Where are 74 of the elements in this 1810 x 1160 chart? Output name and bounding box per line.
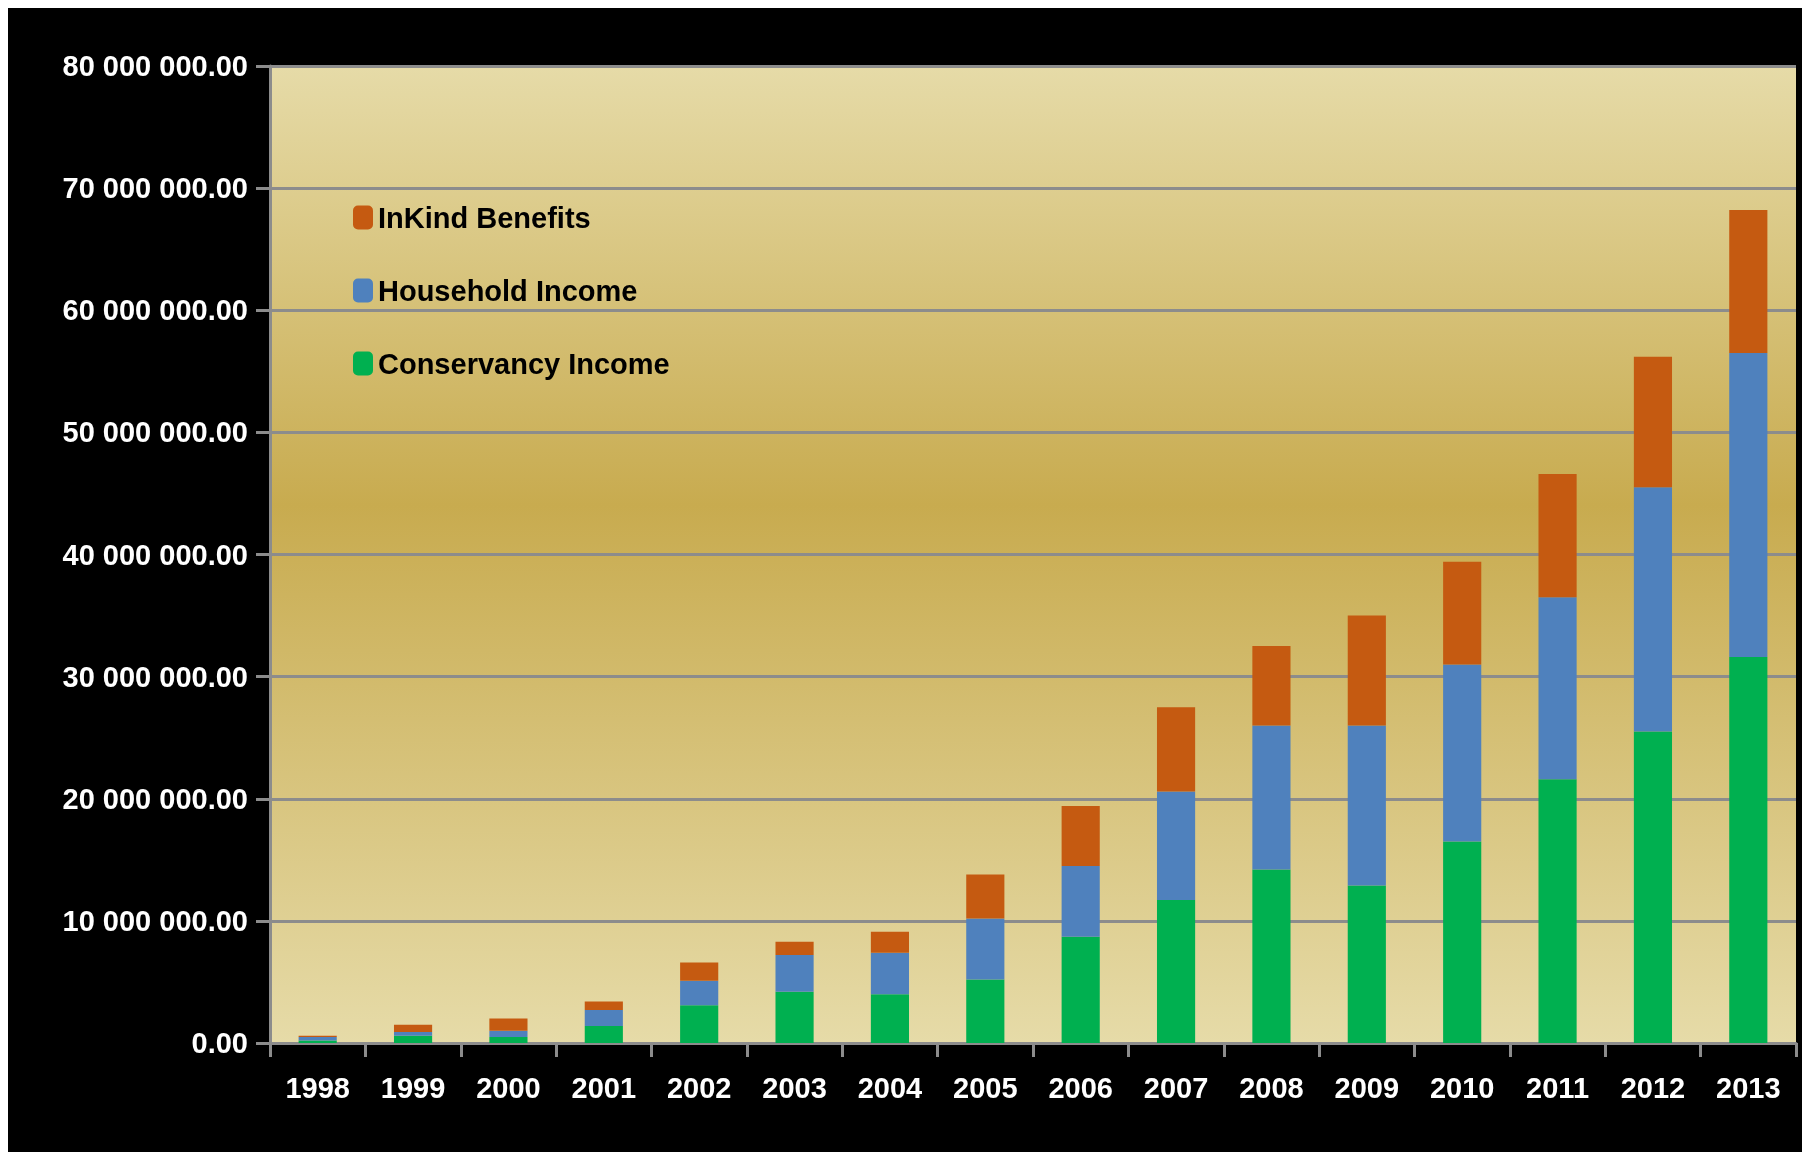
x-tick-label: 2003 [762, 1071, 827, 1104]
bar [1443, 561, 1482, 665]
x-tick-label: 2004 [857, 1071, 923, 1104]
bar [584, 1010, 623, 1026]
bar [1633, 731, 1673, 1043]
bar [1538, 473, 1577, 598]
bar [1061, 806, 1100, 866]
bar [680, 1005, 719, 1043]
bar [489, 1030, 528, 1037]
x-tick-label: 1998 [285, 1071, 350, 1104]
y-tick-label: 10 000 000.00 [62, 904, 248, 937]
bar [1061, 865, 1100, 937]
bar [870, 931, 910, 953]
bar [680, 980, 719, 1006]
bar [393, 1035, 433, 1043]
legend-label: Conservancy Income [378, 347, 670, 380]
y-tick-label: 40 000 000.00 [62, 538, 248, 571]
bar [1538, 597, 1577, 780]
bar [966, 874, 1005, 919]
bar [1729, 352, 1768, 658]
bar [1252, 869, 1291, 1043]
bar [1156, 707, 1196, 792]
y-tick-label: 20 000 000.00 [62, 782, 248, 815]
bar [298, 1036, 337, 1041]
bar [1347, 725, 1386, 886]
x-tick-label: 2013 [1716, 1071, 1781, 1104]
bar [775, 955, 814, 992]
y-tick-label: 60 000 000.00 [62, 294, 248, 327]
y-tick-label: 80 000 000.00 [62, 50, 248, 82]
x-tick-label: 2010 [1429, 1071, 1495, 1104]
legend-label: Household Income [378, 274, 638, 307]
bar [1252, 725, 1291, 870]
y-tick-label: 70 000 000.00 [62, 172, 248, 205]
bar [1729, 657, 1768, 1043]
bar [775, 941, 814, 956]
x-tick-label: 2000 [476, 1071, 541, 1104]
bar [489, 1036, 528, 1043]
bar [393, 1032, 433, 1036]
bar [870, 952, 910, 995]
x-tick-label: 2007 [1143, 1071, 1209, 1104]
x-tick-label: 2001 [571, 1071, 637, 1104]
y-tick-label: 30 000 000.00 [62, 660, 248, 693]
bar [966, 979, 1005, 1043]
bar [489, 1018, 528, 1031]
x-tick-label: 1999 [380, 1071, 446, 1104]
bar [1156, 791, 1196, 901]
bar [1633, 487, 1673, 732]
x-tick-label: 2012 [1620, 1071, 1686, 1104]
legend-label: InKind Benefits [378, 201, 591, 234]
x-tick-label: 2008 [1239, 1071, 1304, 1104]
bar [1347, 615, 1386, 726]
bar [1061, 936, 1100, 1043]
bar [1538, 779, 1577, 1043]
bar [393, 1024, 433, 1033]
x-tick-label: 2002 [666, 1071, 732, 1104]
bar [584, 1025, 623, 1043]
bar [1252, 646, 1291, 726]
bar [1633, 356, 1673, 488]
bar [1443, 664, 1482, 842]
x-tick-label: 2005 [953, 1071, 1018, 1104]
x-tick-label: 2006 [1048, 1071, 1113, 1104]
bar [584, 1001, 623, 1011]
y-tick-label: 50 000 000.00 [62, 416, 248, 449]
bar [966, 918, 1005, 980]
bar [1347, 885, 1386, 1043]
bar [870, 994, 910, 1043]
x-tick-label: 2011 [1526, 1071, 1590, 1104]
y-tick-label: 0.00 [191, 1027, 248, 1059]
bar [1729, 210, 1768, 353]
x-tick-label: 2009 [1334, 1071, 1400, 1104]
bar [1443, 841, 1482, 1043]
bar [680, 962, 719, 981]
bar [1156, 900, 1196, 1043]
bar [775, 991, 814, 1043]
